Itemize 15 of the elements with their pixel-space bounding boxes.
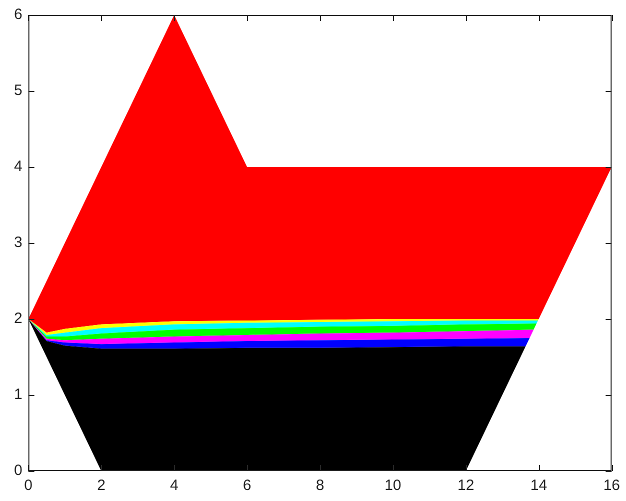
x-tick-label: 16 bbox=[603, 477, 620, 494]
y-tick-label: 4 bbox=[14, 158, 22, 176]
x-tick-label: 4 bbox=[170, 477, 178, 494]
y-tick-label: 0 bbox=[14, 462, 22, 480]
y-tick-label: 5 bbox=[14, 82, 22, 100]
y-tick-label: 2 bbox=[14, 310, 22, 328]
y-tick-label: 3 bbox=[14, 234, 22, 252]
x-tick-label: 12 bbox=[457, 477, 474, 494]
x-tick-label: 2 bbox=[97, 477, 106, 494]
x-tick-label: 6 bbox=[242, 477, 252, 494]
x-tick-label: 14 bbox=[530, 477, 548, 494]
x-tick-label: 10 bbox=[384, 477, 402, 494]
y-tick-label: 6 bbox=[14, 6, 22, 24]
x-tick-label: 8 bbox=[316, 477, 324, 494]
y-tick-label: 1 bbox=[14, 386, 22, 404]
